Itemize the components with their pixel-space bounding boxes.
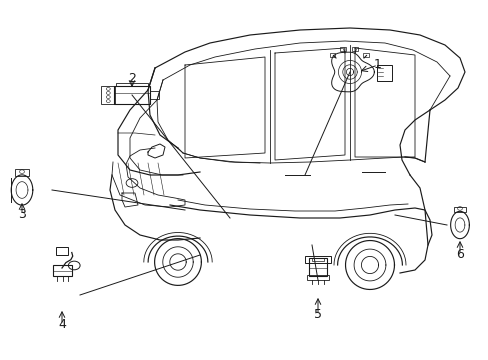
Text: 3: 3 (18, 208, 26, 221)
Text: 6: 6 (455, 248, 463, 261)
Text: 4: 4 (58, 319, 66, 332)
Text: 1: 1 (373, 58, 381, 72)
Text: 2: 2 (128, 72, 136, 85)
Text: 5: 5 (313, 309, 321, 321)
